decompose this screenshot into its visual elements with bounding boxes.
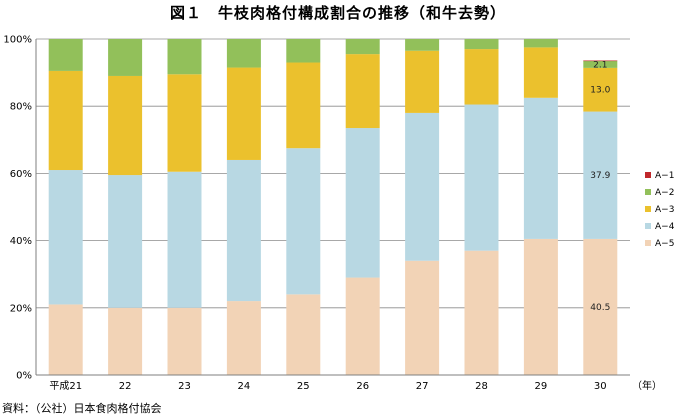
y-tick-label: 0% [16,371,32,382]
bar-segment [286,39,321,63]
y-tick-label: 20% [10,303,32,314]
chart-title: 図１ 牛枝肉格付構成割合の推移（和牛去勢） [169,4,506,22]
bar-segment [583,238,618,375]
y-tick-label: 40% [10,236,32,247]
legend-swatch [645,223,651,229]
legend-swatch [645,206,651,212]
y-tick-label: 80% [10,102,32,113]
bar-segment [464,250,499,375]
bar-segment [464,49,499,105]
bar-segment [286,294,321,375]
bar-segment [405,112,440,261]
bar-segment [405,50,440,113]
bar-segment [523,97,558,239]
bar-segment [583,67,618,112]
bar-segment [286,62,321,149]
data-label: 13.0 [590,86,610,96]
legend-swatch [645,172,651,178]
bar-segment [167,171,202,308]
x-tick-label: 27 [416,381,429,392]
bar-segment [108,307,143,375]
x-tick-label: 25 [297,381,310,392]
bar-segment [226,301,261,375]
bar-segment [345,39,380,55]
bar-segment [345,128,380,278]
data-label: 37.9 [590,171,610,181]
bar-segment [226,39,261,68]
x-tick-label: 26 [356,381,369,392]
bar-segment [405,260,440,375]
bar-segment [108,175,143,308]
legend-label: A−4 [655,222,675,232]
bar-segment [583,60,618,62]
x-tick-label: 23 [178,381,191,392]
legend-swatch [645,240,651,246]
bar-segment [523,238,558,375]
data-label: 2.1 [593,60,607,70]
legend-label: A−3 [655,205,674,215]
x-tick-label: 29 [535,381,548,392]
bar-segment [108,75,143,176]
x-axis-unit: （年） [632,379,662,392]
bar-segment [583,111,618,239]
bar-segment [286,148,321,295]
x-tick-label: 30 [594,381,607,392]
legend-label: A−5 [655,239,674,249]
bar-segment [345,54,380,129]
x-tick-label: 平成21 [49,380,82,392]
bar-segment [226,67,261,160]
bar-segment [523,47,558,98]
bar-segment [345,277,380,375]
bar-segment [48,39,83,71]
x-tick-label: 22 [119,381,132,392]
bar-segment [108,39,143,76]
bar-segment [167,39,202,75]
bar-segment [48,304,83,375]
bar-segment [226,159,261,302]
x-tick-label: 24 [238,381,251,392]
legend-swatch [645,189,651,195]
bar-segment [523,39,558,48]
legend-label: A−2 [655,188,674,198]
source-note: 資料：（公社）日本食肉格付協会 [2,402,162,415]
bar-segment [405,39,440,51]
bar-segment [464,39,499,50]
y-tick-label: 60% [10,169,32,180]
bar-segment [583,60,618,68]
bar-segment [48,170,83,305]
x-tick-label: 28 [475,381,488,392]
bar-segment [48,70,83,171]
y-tick-label: 100% [3,35,32,46]
legend-label: A−1 [655,171,674,181]
bar-segment [167,307,202,375]
data-label: 40.5 [590,303,610,313]
bar-segment [464,104,499,251]
bar-segment [167,74,202,172]
